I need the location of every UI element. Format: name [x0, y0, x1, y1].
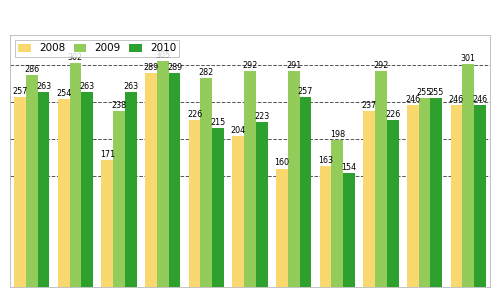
Text: 257: 257 — [298, 86, 313, 96]
Bar — [26, 75, 38, 287]
Bar — [157, 61, 168, 287]
Text: 286: 286 — [24, 65, 40, 74]
Text: 292: 292 — [373, 61, 388, 70]
Text: 292: 292 — [242, 61, 258, 70]
Bar — [418, 98, 430, 287]
Text: 226: 226 — [385, 110, 400, 119]
Bar — [82, 92, 93, 287]
Text: 289: 289 — [144, 63, 158, 72]
Bar — [387, 120, 398, 287]
Text: 246: 246 — [405, 95, 420, 104]
Bar — [375, 71, 387, 287]
Text: 154: 154 — [342, 163, 356, 172]
Bar — [58, 99, 70, 287]
Text: 305: 305 — [155, 51, 170, 60]
Text: 223: 223 — [254, 112, 270, 121]
Bar — [113, 111, 125, 287]
Bar — [200, 78, 212, 287]
Text: 255: 255 — [417, 88, 432, 97]
Bar — [212, 128, 224, 287]
Bar — [343, 173, 355, 287]
Text: 215: 215 — [210, 118, 226, 127]
Text: 171: 171 — [100, 150, 115, 159]
Text: 255: 255 — [428, 88, 444, 97]
Bar — [332, 140, 343, 287]
Text: 198: 198 — [330, 130, 345, 139]
Text: 291: 291 — [286, 61, 302, 70]
Bar — [145, 73, 157, 287]
Bar — [168, 73, 180, 287]
Bar — [188, 120, 200, 287]
Text: 301: 301 — [460, 54, 475, 63]
Bar — [125, 92, 137, 287]
Bar — [102, 160, 113, 287]
Bar — [38, 92, 50, 287]
Text: 289: 289 — [167, 63, 182, 72]
Bar — [70, 63, 82, 287]
Text: 204: 204 — [230, 126, 246, 135]
Bar — [320, 166, 332, 287]
Legend: 2008, 2009, 2010: 2008, 2009, 2010 — [15, 40, 179, 57]
Bar — [363, 112, 375, 287]
Bar — [300, 97, 312, 287]
Bar — [232, 136, 244, 287]
Bar — [244, 71, 256, 287]
Bar — [256, 122, 268, 287]
Text: 282: 282 — [198, 68, 214, 77]
Bar — [407, 105, 418, 287]
Bar — [430, 98, 442, 287]
Bar — [474, 105, 486, 287]
Text: 238: 238 — [112, 100, 126, 110]
Text: 263: 263 — [36, 82, 51, 91]
Text: 257: 257 — [12, 86, 28, 96]
Bar — [288, 71, 300, 287]
Text: 160: 160 — [274, 159, 289, 168]
Text: 163: 163 — [318, 156, 333, 165]
Bar — [462, 64, 474, 287]
Text: 246: 246 — [472, 95, 488, 104]
Text: 237: 237 — [362, 101, 377, 110]
Text: 226: 226 — [187, 110, 202, 119]
Text: 263: 263 — [80, 82, 95, 91]
Text: 246: 246 — [449, 95, 464, 104]
Text: 263: 263 — [124, 82, 138, 91]
Bar — [276, 168, 287, 287]
Text: 302: 302 — [68, 53, 83, 62]
Bar — [450, 105, 462, 287]
Text: 254: 254 — [56, 89, 72, 98]
Bar — [14, 97, 26, 287]
